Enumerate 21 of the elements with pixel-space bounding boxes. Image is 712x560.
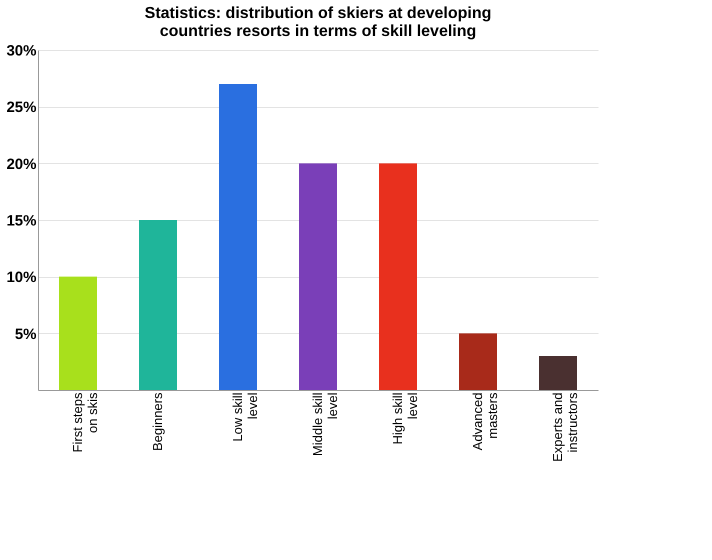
y-tick-label: 5% bbox=[14, 326, 36, 343]
y-tick-label: 20% bbox=[6, 156, 36, 173]
bar bbox=[59, 276, 97, 390]
x-tick-label: First steps on skis bbox=[70, 392, 100, 452]
bar bbox=[219, 84, 257, 390]
y-tick-label: 10% bbox=[6, 269, 36, 286]
bar bbox=[299, 163, 337, 390]
x-tick-label: Experts and instructors bbox=[550, 392, 580, 462]
bar bbox=[459, 333, 497, 390]
y-tick-label: 25% bbox=[6, 99, 36, 116]
bar bbox=[139, 220, 177, 390]
x-tick-label: Advanced masters bbox=[470, 392, 500, 450]
x-tick-label: Middle skill level bbox=[310, 392, 340, 456]
x-tick-label: Beginners bbox=[150, 392, 165, 452]
chart-title: Statistics: distribution of skiers at developing countries resorts in terms of skill leveling bbox=[144, 5, 492, 40]
bar bbox=[539, 356, 577, 390]
y-tick-label: 30% bbox=[6, 42, 36, 60]
x-tick-label: High skill level bbox=[390, 392, 420, 445]
y-tick-label: 15% bbox=[6, 212, 36, 230]
x-tick-label: Low skill level bbox=[230, 392, 260, 442]
bar bbox=[379, 163, 417, 390]
